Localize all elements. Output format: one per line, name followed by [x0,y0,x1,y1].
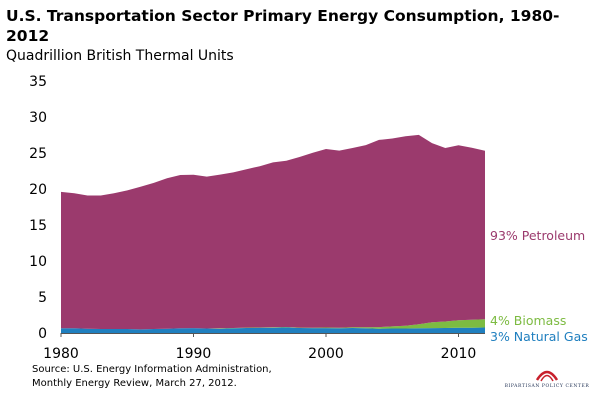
y-tick-label: 20 [29,182,47,198]
logo-text: BIPARTISAN POLICY CENTER [504,384,590,389]
x-tick-label: 2010 [441,346,477,362]
x-tick-label: 2000 [308,346,344,362]
biomass-area [61,319,485,330]
x-axis-ticks: 1980 1990 2000 2010 [43,333,476,362]
chart-subtitle: Quadrillion British Thermal Units [6,48,234,64]
petroleum-label: 93% Petroleum [490,228,585,243]
natural-gas-area [61,327,485,333]
x-tick-label: 1980 [43,346,79,362]
x-tick-label: 1990 [176,346,212,362]
source-note: Source: U.S. Energy Information Administ… [32,363,272,391]
source-line-1: Source: U.S. Energy Information Administ… [32,364,272,375]
chart-areas [61,134,485,333]
natural-gas-label: 3% Natural Gas [490,329,588,344]
petroleum-area [61,134,485,330]
y-axis-ticks: 0 5 10 15 20 25 30 35 [29,74,47,342]
bipartisan-policy-center-logo: BIPARTISAN POLICY CENTER [497,360,597,394]
y-tick-label: 35 [29,74,47,90]
chart-title: U.S. Transportation Sector Primary Energ… [6,7,560,45]
y-tick-label: 30 [29,110,47,126]
y-tick-label: 5 [38,290,47,306]
biomass-label: 4% Biomass [490,313,566,328]
y-tick-label: 25 [29,146,47,162]
source-line-2: Monthly Energy Review, March 27, 2012. [32,378,237,389]
y-tick-label: 15 [29,218,47,234]
logo-swoosh-icon [535,370,559,382]
y-tick-label: 0 [38,326,47,342]
y-tick-label: 10 [29,254,47,270]
